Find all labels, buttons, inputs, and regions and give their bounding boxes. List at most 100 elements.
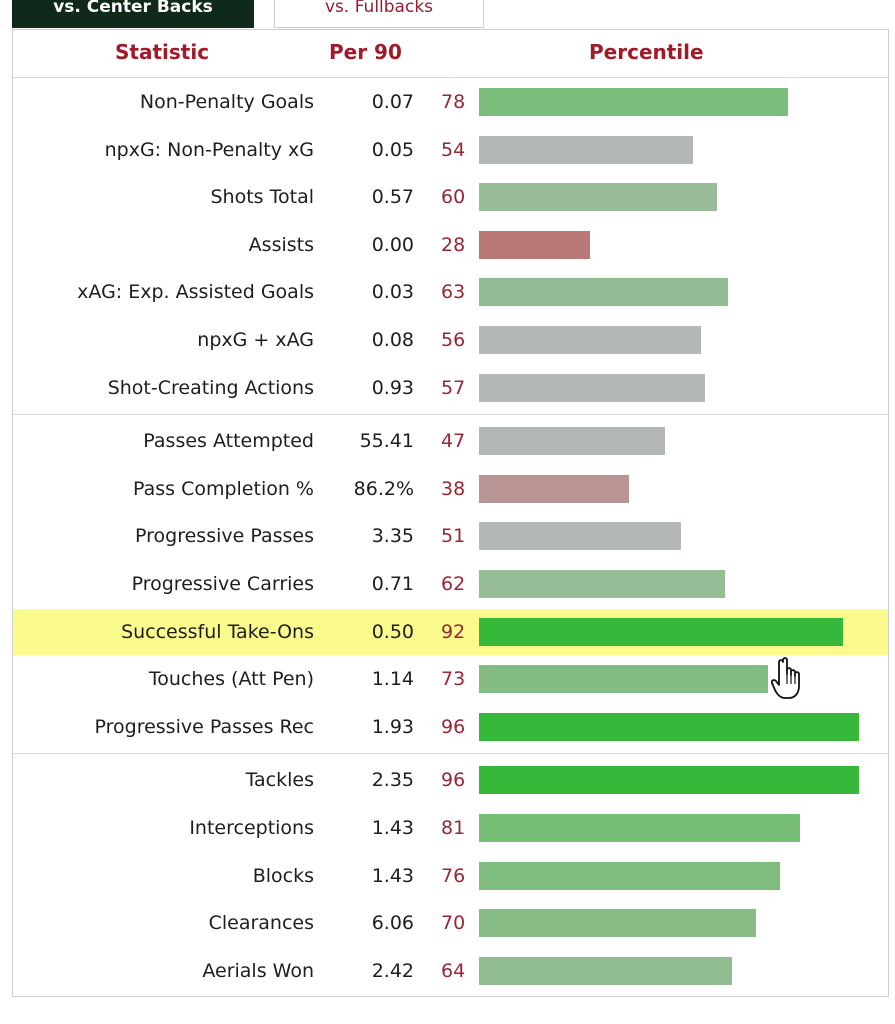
table-row[interactable]: Interceptions 1.43 81 bbox=[13, 805, 888, 851]
stat-name: Assists bbox=[248, 234, 314, 256]
table-row[interactable]: xAG: Exp. Assisted Goals 0.03 63 bbox=[13, 269, 888, 315]
per-90-value: 1.43 bbox=[371, 817, 414, 839]
percentile-value: 63 bbox=[441, 281, 466, 303]
percentile-value: 57 bbox=[441, 377, 466, 399]
table-row[interactable]: Assists 0.00 28 bbox=[13, 222, 888, 268]
percentile-value: 60 bbox=[441, 186, 466, 208]
percentile-bar bbox=[479, 278, 728, 306]
stat-name: Shots Total bbox=[210, 186, 315, 208]
percentile-value: 51 bbox=[441, 525, 466, 547]
percentile-value: 96 bbox=[441, 716, 466, 738]
percentile-value: 73 bbox=[441, 668, 466, 690]
stat-name: Clearances bbox=[208, 912, 314, 934]
stat-name: Passes Attempted bbox=[143, 430, 314, 452]
per-90-value: 0.71 bbox=[371, 573, 414, 595]
percentile-table: Statistic Per 90 Percentile Non-Penalty … bbox=[12, 29, 889, 997]
per-90-value: 0.93 bbox=[371, 377, 414, 399]
percentile-value: 56 bbox=[441, 329, 466, 351]
table-row[interactable]: Shot-Creating Actions 0.93 57 bbox=[13, 365, 888, 411]
hand-pointer-icon bbox=[771, 657, 800, 699]
tab-label: vs. Fullbacks bbox=[324, 0, 434, 17]
per-90-value: 3.35 bbox=[371, 525, 414, 547]
tab-vs-center-backs[interactable]: vs. Center Backs bbox=[12, 0, 254, 28]
per-90-value: 6.06 bbox=[371, 912, 414, 934]
percentile-value: 96 bbox=[441, 769, 466, 791]
table-row[interactable]: Blocks 1.43 76 bbox=[13, 853, 888, 899]
percentile-value: 47 bbox=[441, 430, 466, 452]
percentile-value: 78 bbox=[441, 91, 466, 113]
table-row[interactable]: Clearances 6.06 70 bbox=[13, 900, 888, 946]
percentile-bar bbox=[479, 909, 756, 937]
percentile-bar bbox=[479, 427, 665, 455]
percentile-value: 38 bbox=[441, 478, 466, 500]
table-row[interactable]: npxG + xAG 0.08 56 bbox=[13, 317, 888, 363]
per-90-value: 0.05 bbox=[371, 139, 414, 161]
stat-name: npxG + xAG bbox=[197, 329, 314, 351]
table-row[interactable]: Progressive Carries 0.71 62 bbox=[13, 561, 888, 607]
group-divider bbox=[13, 753, 888, 755]
percentile-bar bbox=[479, 665, 768, 693]
percentile-bar bbox=[479, 522, 681, 550]
stat-name: Pass Completion % bbox=[132, 478, 314, 500]
stat-name: Touches (Att Pen) bbox=[148, 668, 314, 690]
table-row[interactable]: Successful Take-Ons 0.50 92 bbox=[13, 609, 888, 655]
table-row[interactable]: Progressive Passes Rec 1.93 96 bbox=[13, 704, 888, 750]
percentile-bar bbox=[479, 766, 859, 794]
stat-name: Non-Penalty Goals bbox=[139, 91, 314, 113]
stat-name: Shot-Creating Actions bbox=[107, 377, 314, 399]
percentile-bar bbox=[479, 136, 693, 164]
stat-name: Successful Take-Ons bbox=[121, 621, 314, 643]
stat-name: Blocks bbox=[252, 865, 314, 887]
per-90-value: 0.08 bbox=[371, 329, 414, 351]
stat-name: Progressive Passes bbox=[135, 525, 314, 547]
percentile-bar bbox=[479, 957, 732, 985]
percentile-value: 54 bbox=[441, 139, 466, 161]
header-per-90: Per 90 bbox=[329, 40, 402, 64]
percentile-bar bbox=[479, 326, 701, 354]
table-header: Statistic Per 90 Percentile bbox=[13, 30, 888, 78]
group-divider bbox=[13, 414, 888, 416]
percentile-value: 64 bbox=[441, 960, 466, 982]
percentile-bar bbox=[479, 374, 705, 402]
table-row[interactable]: npxG: Non-Penalty xG 0.05 54 bbox=[13, 127, 888, 173]
table-row[interactable]: Aerials Won 2.42 64 bbox=[13, 948, 888, 994]
table-row[interactable]: Passes Attempted 55.41 47 bbox=[13, 418, 888, 464]
percentile-bar bbox=[479, 618, 843, 646]
percentile-value: 70 bbox=[441, 912, 466, 934]
percentile-bar bbox=[479, 231, 590, 259]
table-row[interactable]: Progressive Passes 3.35 51 bbox=[13, 513, 888, 559]
table-row[interactable]: Pass Completion % 86.2% 38 bbox=[13, 466, 888, 512]
stat-name: xAG: Exp. Assisted Goals bbox=[77, 281, 314, 303]
percentile-value: 62 bbox=[441, 573, 466, 595]
per-90-value: 55.41 bbox=[359, 430, 414, 452]
tab-label: vs. Center Backs bbox=[53, 0, 213, 17]
stat-name: Tackles bbox=[245, 769, 314, 791]
stat-name: Interceptions bbox=[189, 817, 314, 839]
per-90-value: 86.2% bbox=[353, 478, 414, 500]
stat-name: Progressive Carries bbox=[131, 573, 314, 595]
per-90-value: 2.42 bbox=[371, 960, 414, 982]
tab-bar: vs. Center Backs vs. Fullbacks bbox=[12, 0, 892, 30]
percentile-bar bbox=[479, 862, 780, 890]
percentile-value: 92 bbox=[441, 621, 466, 643]
percentile-value: 28 bbox=[441, 234, 466, 256]
per-90-value: 2.35 bbox=[371, 769, 414, 791]
per-90-value: 0.03 bbox=[371, 281, 414, 303]
per-90-value: 0.07 bbox=[371, 91, 414, 113]
percentile-bar bbox=[479, 183, 717, 211]
percentile-bar bbox=[479, 713, 859, 741]
percentile-value: 76 bbox=[441, 865, 466, 887]
tab-vs-fullbacks[interactable]: vs. Fullbacks bbox=[274, 0, 484, 28]
stat-name: Aerials Won bbox=[202, 960, 314, 982]
table-row[interactable]: Shots Total 0.57 60 bbox=[13, 174, 888, 220]
per-90-value: 1.43 bbox=[371, 865, 414, 887]
per-90-value: 1.93 bbox=[371, 716, 414, 738]
per-90-value: 0.00 bbox=[371, 234, 414, 256]
table-row[interactable]: Touches (Att Pen) 1.14 73 bbox=[13, 656, 888, 702]
percentile-value: 81 bbox=[441, 817, 466, 839]
table-row[interactable]: Non-Penalty Goals 0.07 78 bbox=[13, 79, 888, 125]
per-90-value: 0.57 bbox=[371, 186, 414, 208]
table-row[interactable]: Tackles 2.35 96 bbox=[13, 757, 888, 803]
percentile-bar bbox=[479, 88, 788, 116]
per-90-value: 1.14 bbox=[371, 668, 414, 690]
